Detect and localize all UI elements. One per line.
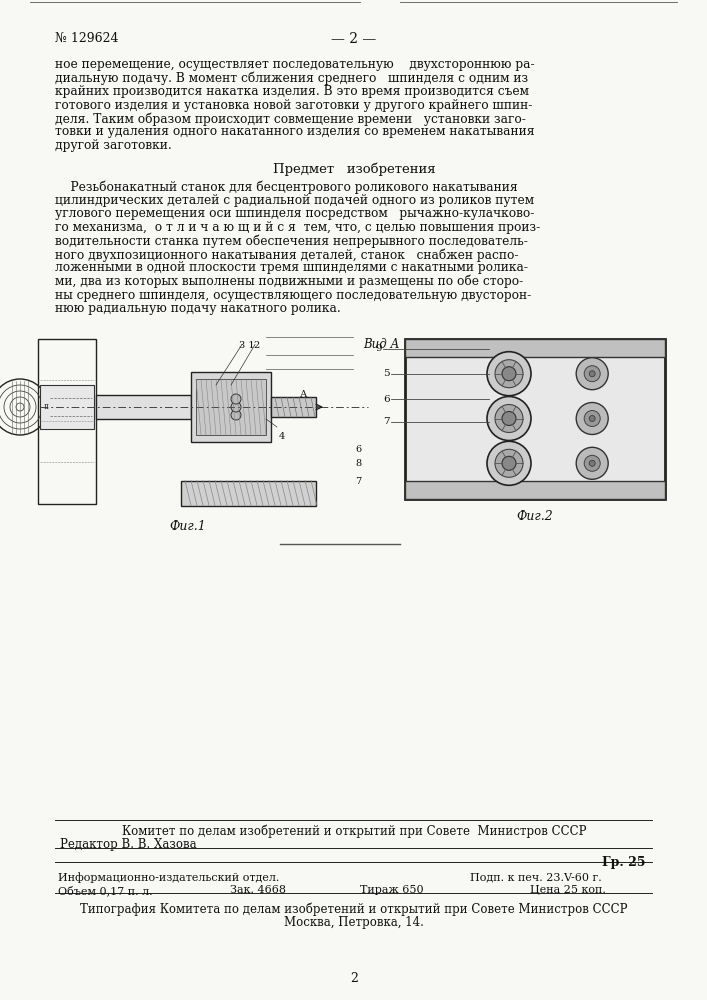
Text: Фиг.1: Фиг.1 <box>170 520 206 534</box>
Text: нюю радиальную подачу накатного ролика.: нюю радиальную подачу накатного ролика. <box>55 302 341 315</box>
Text: Москва, Петровка, 14.: Москва, Петровка, 14. <box>284 916 424 929</box>
Bar <box>405 338 665 498</box>
Text: 3 1: 3 1 <box>239 342 255 351</box>
Text: Цена 25 коп.: Цена 25 коп. <box>530 885 606 895</box>
Circle shape <box>589 460 595 466</box>
Circle shape <box>231 402 241 412</box>
Text: 2: 2 <box>253 342 259 351</box>
Text: ми, два из которых выполнены подвижными и размещены по обе сторо-: ми, два из которых выполнены подвижными … <box>55 275 523 288</box>
Bar <box>405 338 665 357</box>
Text: № 129624: № 129624 <box>55 32 119 45</box>
Text: 8: 8 <box>355 459 361 468</box>
Text: Предмет   изобретения: Предмет изобретения <box>273 162 436 176</box>
Text: готового изделия и установка новой заготовки у другого крайнего шпин-: готового изделия и установка новой загот… <box>55 99 532 111</box>
Text: А: А <box>300 390 308 399</box>
Circle shape <box>502 456 516 470</box>
Bar <box>40 385 94 429</box>
Circle shape <box>584 410 600 426</box>
Circle shape <box>576 447 608 479</box>
Text: ное перемещение, осуществляет последовательную    двухстороннюю ра-: ное перемещение, осуществляет последоват… <box>55 58 534 71</box>
Text: деля. Таким образом происходит совмещение времени   установки заго-: деля. Таким образом происходит совмещени… <box>55 112 526 125</box>
Text: Гр. 25: Гр. 25 <box>602 856 645 869</box>
Circle shape <box>487 441 531 485</box>
Bar <box>196 379 266 435</box>
Text: Информационно-издательский отдел.: Информационно-издательский отдел. <box>58 872 279 883</box>
Circle shape <box>231 410 241 420</box>
Circle shape <box>502 367 516 381</box>
Circle shape <box>584 366 600 382</box>
Text: 6: 6 <box>355 445 361 454</box>
Circle shape <box>576 402 608 434</box>
Circle shape <box>584 455 600 471</box>
Bar <box>405 481 665 498</box>
Circle shape <box>487 352 531 396</box>
Text: II: II <box>44 403 50 411</box>
Text: ложенными в одной плоскости тремя шпинделями с накатными ролика-: ложенными в одной плоскости тремя шпинде… <box>55 261 528 274</box>
Circle shape <box>495 449 523 477</box>
Text: Типография Комитета по делам изобретений и открытий при Совете Министров СССР: Типография Комитета по делам изобретений… <box>81 903 628 916</box>
Text: товки и удаления одного накатанного изделия со временем накатывания: товки и удаления одного накатанного изде… <box>55 125 534 138</box>
Text: Зак. 4668: Зак. 4668 <box>230 885 286 895</box>
Circle shape <box>589 371 595 377</box>
Text: углового перемещения оси шпинделя посредством   рычажно-кулачково-: углового перемещения оси шпинделя посред… <box>55 208 534 221</box>
Bar <box>96 395 191 419</box>
Text: диальную подачу. В момент сближения среднего   шпинделя с одним из: диальную подачу. В момент сближения сред… <box>55 72 528 85</box>
Text: Фиг.2: Фиг.2 <box>517 510 554 524</box>
Circle shape <box>487 396 531 440</box>
Circle shape <box>495 404 523 432</box>
Text: водительности станка путем обеспечения непрерывного последователь-: водительности станка путем обеспечения н… <box>55 234 528 248</box>
Text: 2: 2 <box>350 972 358 985</box>
Text: Объем 0,17 п. л.: Объем 0,17 п. л. <box>58 885 153 896</box>
Text: 6: 6 <box>383 395 390 404</box>
Text: ного двухпозиционного накатывания деталей, станок   снабжен распо-: ного двухпозиционного накатывания детале… <box>55 248 518 261</box>
Circle shape <box>589 416 595 422</box>
Text: цилиндрических деталей с радиальной подачей одного из роликов путем: цилиндрических деталей с радиальной пода… <box>55 194 534 207</box>
Bar <box>271 397 316 417</box>
Text: другой заготовки.: другой заготовки. <box>55 139 172 152</box>
Text: Редактор В. В. Хазова: Редактор В. В. Хазова <box>60 838 197 851</box>
Text: — 2 —: — 2 — <box>332 32 377 46</box>
Text: 4: 4 <box>279 432 285 441</box>
Circle shape <box>502 412 516 426</box>
Text: Комитет по делам изобретений и открытий при Совете  Министров СССР: Комитет по делам изобретений и открытий … <box>122 825 586 838</box>
Circle shape <box>495 360 523 388</box>
Text: Подп. к печ. 23.V-60 г.: Подп. к печ. 23.V-60 г. <box>470 872 602 882</box>
Text: крайних производится накатка изделия. В это время производится съем: крайних производится накатка изделия. В … <box>55 85 529 98</box>
Text: 7: 7 <box>383 417 390 426</box>
Circle shape <box>231 394 241 404</box>
Text: Вид А: Вид А <box>363 338 399 352</box>
Bar <box>38 338 96 504</box>
Text: 5: 5 <box>383 369 390 378</box>
Text: 7: 7 <box>355 477 361 486</box>
Text: го механизма,  о т л и ч а ю щ и й с я  тем, что, с целью повышения произ-: го механизма, о т л и ч а ю щ и й с я те… <box>55 221 540 234</box>
Text: Тираж 650: Тираж 650 <box>360 885 423 895</box>
Text: Резьбонакатный станок для бесцентрового роликового накатывания: Резьбонакатный станок для бесцентрового … <box>55 180 518 194</box>
Bar <box>181 481 316 506</box>
Bar <box>191 372 271 442</box>
Text: ны среднего шпинделя, осуществляющего последовательную двусторон-: ны среднего шпинделя, осуществляющего по… <box>55 288 531 302</box>
Text: 9: 9 <box>375 344 382 353</box>
Circle shape <box>576 358 608 390</box>
